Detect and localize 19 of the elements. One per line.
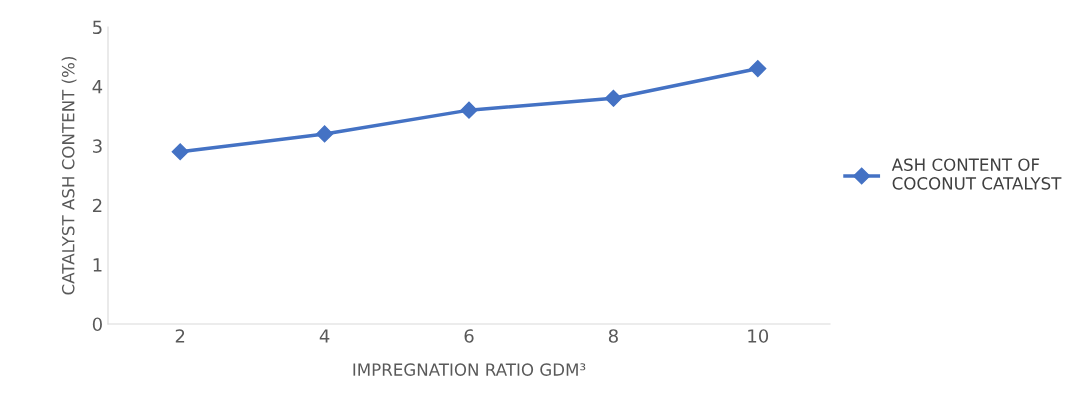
- point: [604, 89, 622, 107]
- x-tick-label: 8: [608, 329, 618, 343]
- y-tick-label: 2: [92, 198, 102, 213]
- x-tick-label: 10: [748, 329, 769, 343]
- y-axis-title: CATALYST ASH CONTENT (%): [61, 56, 77, 295]
- point: [460, 101, 478, 119]
- point: [316, 125, 334, 143]
- y-tick-label: 0: [92, 317, 102, 332]
- y-tick-label: 3: [93, 139, 102, 153]
- y-tick-label: 5: [93, 20, 102, 35]
- y-tick-label: 4: [92, 80, 103, 94]
- point: [171, 143, 189, 161]
- legend-label: ASH CONTENT OF COCONUT CATALYST: [891, 158, 1062, 190]
- point: [749, 60, 767, 78]
- x-axis-title: IMPREGNATION RATIO GDM³: [353, 363, 586, 376]
- x-tick-label: 4: [319, 329, 330, 343]
- x-tick-label: 6: [464, 329, 474, 343]
- y-tick-label: 1: [93, 258, 102, 272]
- x-tick-label: 2: [175, 329, 185, 343]
